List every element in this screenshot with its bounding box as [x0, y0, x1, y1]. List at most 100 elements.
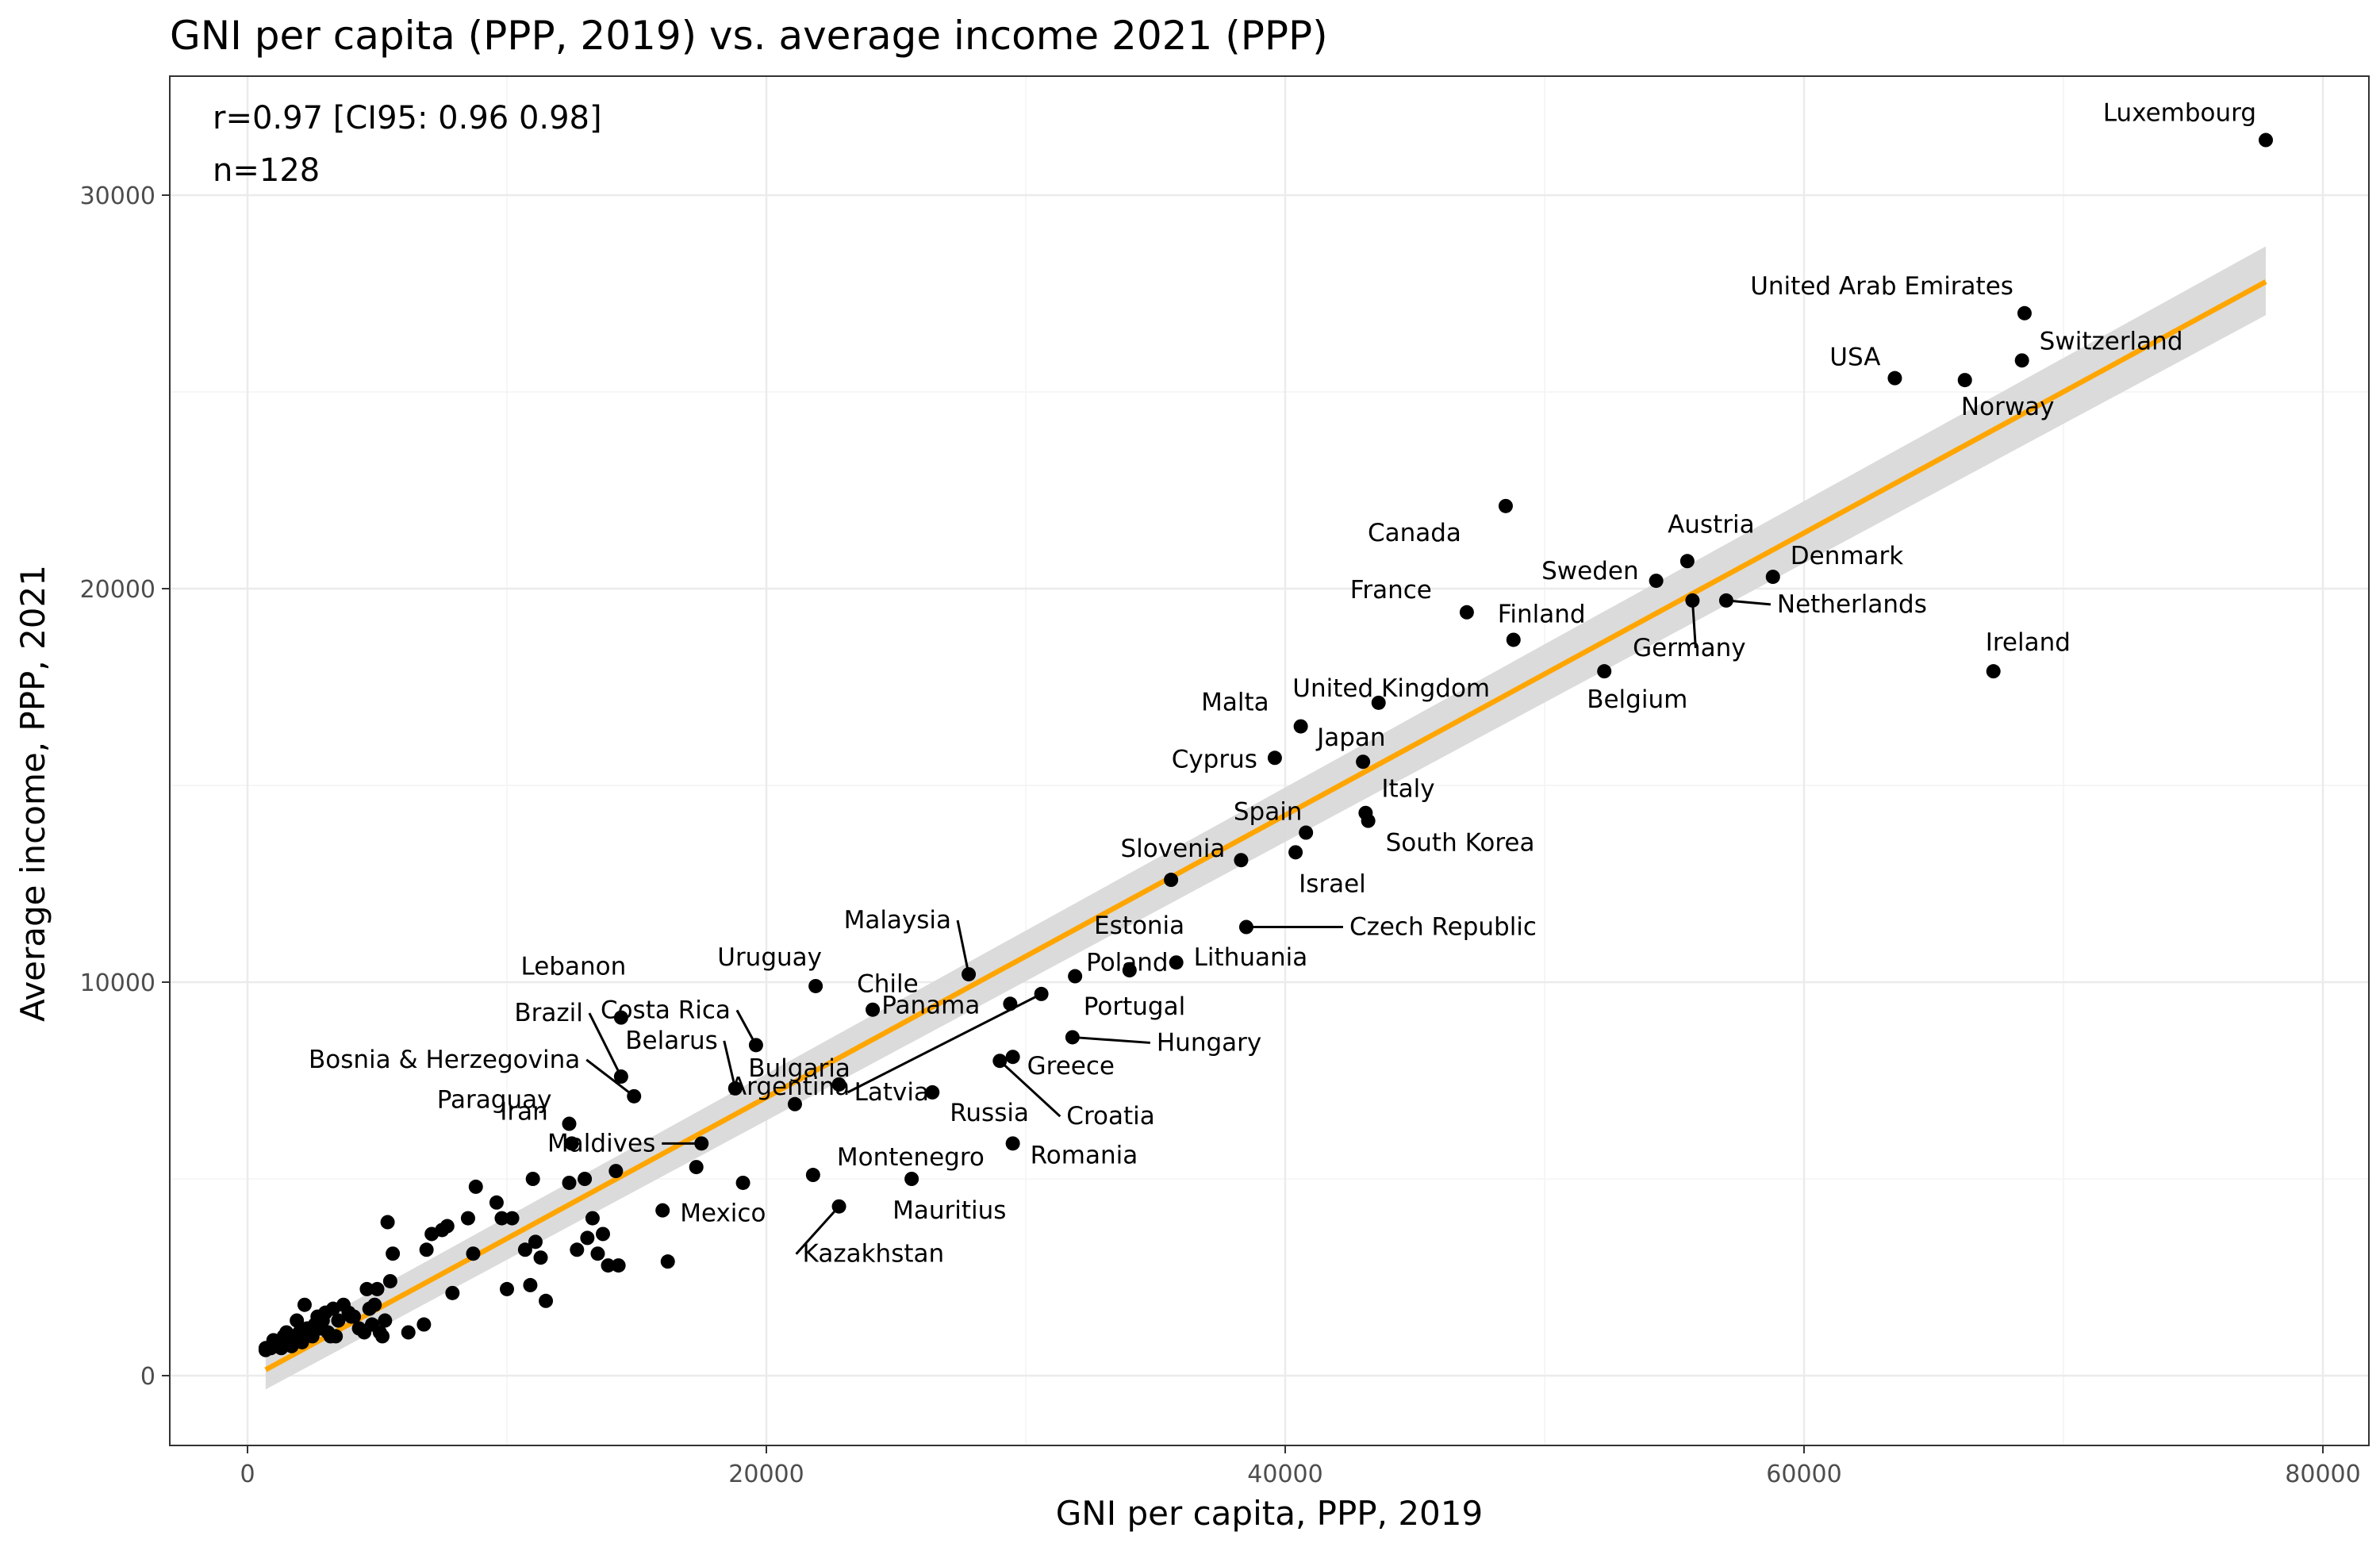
- point-label: Montenegro: [837, 1143, 985, 1172]
- y-axis-title: Average income, PPP, 2021: [13, 565, 52, 1022]
- data-point-finland: [1506, 632, 1521, 647]
- x-tick-label: 60000: [1766, 1461, 1841, 1488]
- point-label: Norway: [1961, 393, 2055, 421]
- point-label: Finland: [1498, 600, 1586, 628]
- data-point: [290, 1313, 305, 1328]
- point-label: Estonia: [1094, 912, 1184, 940]
- point-label: Bosnia & Herzegovina: [309, 1046, 580, 1074]
- data-point: [517, 1242, 532, 1257]
- data-point-russia: [925, 1084, 940, 1100]
- data-point-lebanon: [613, 1010, 628, 1025]
- point-label: Austria: [1668, 510, 1755, 539]
- point-label: Italy: [1381, 775, 1434, 804]
- leader-line: [846, 992, 1042, 1094]
- data-point-chile: [866, 1002, 881, 1017]
- y-tick-label: 20000: [80, 576, 155, 604]
- data-point: [608, 1164, 624, 1179]
- point-label: Czech Republic: [1349, 913, 1537, 942]
- data-point: [310, 1309, 325, 1324]
- data-point-paraguay: [562, 1116, 577, 1131]
- data-point: [601, 1258, 616, 1273]
- point-label: Mauritius: [892, 1196, 1006, 1225]
- point-label: Maldives: [547, 1129, 655, 1157]
- point-label: Japan: [1315, 724, 1385, 752]
- leader-line: [735, 1009, 758, 1046]
- x-axis-title: GNI per capita, PPP, 2019: [1056, 1494, 1483, 1533]
- point-label: Brazil: [514, 999, 583, 1027]
- data-point-austria: [1679, 554, 1695, 569]
- leader-line: [585, 1058, 635, 1098]
- data-point-united-arab-emirates: [2017, 305, 2032, 321]
- y-tick-label: 30000: [80, 182, 155, 210]
- point-label: Romania: [1031, 1141, 1138, 1169]
- leader-line: [795, 1205, 840, 1255]
- point-label: Sweden: [1541, 557, 1639, 585]
- data-point: [378, 1313, 393, 1328]
- data-point-usa: [1887, 370, 1902, 386]
- data-point: [359, 1281, 374, 1296]
- point-label: Poland: [1086, 949, 1169, 977]
- correlation-annotation: r=0.97 [CI95: 0.96 0.98]: [213, 100, 602, 136]
- data-points: [258, 132, 2274, 1357]
- point-label: South Korea: [1386, 829, 1535, 858]
- point-label: Costa Rica: [601, 996, 731, 1024]
- point-label: Chile: [857, 970, 919, 999]
- point-label: Malaysia: [844, 906, 951, 935]
- data-point-sweden: [1649, 574, 1664, 589]
- panel-border: [169, 75, 2370, 1446]
- data-point: [440, 1219, 455, 1234]
- data-point: [528, 1234, 543, 1250]
- axes: 0 20000 40000 60000 80000 0 10000 20000 30000: [80, 75, 2370, 1488]
- data-point: [489, 1195, 504, 1210]
- data-point: [578, 1172, 593, 1186]
- leader-line: [1691, 600, 1697, 648]
- data-point-uruguay: [808, 978, 823, 993]
- point-label: Lebanon: [521, 953, 627, 981]
- point-label: Lithuania: [1194, 943, 1308, 972]
- point-label: Paraguay: [437, 1086, 552, 1115]
- data-point-switzerland: [2014, 353, 2029, 368]
- data-point-iran: [564, 1136, 579, 1151]
- data-point: [525, 1172, 540, 1186]
- data-point-mexico: [655, 1203, 670, 1218]
- x-tick-label: 0: [240, 1461, 255, 1488]
- data-point-slovenia: [1234, 853, 1249, 868]
- leader-line: [999, 1060, 1061, 1118]
- leader-line: [1726, 599, 1772, 606]
- point-label: Russia: [950, 1099, 1029, 1127]
- point-label: Portugal: [1084, 992, 1185, 1021]
- data-point: [297, 1297, 312, 1312]
- data-point: [386, 1246, 401, 1261]
- data-point-malta: [1293, 719, 1308, 734]
- point-label: Mexico: [680, 1200, 766, 1228]
- data-point-poland: [1068, 969, 1083, 984]
- data-point: [494, 1211, 509, 1226]
- data-point: [505, 1211, 520, 1226]
- data-point-bulgaria: [831, 1077, 846, 1092]
- data-point: [585, 1211, 600, 1226]
- data-point: [460, 1211, 475, 1226]
- data-point-belgium: [1597, 664, 1612, 679]
- data-point: [562, 1175, 577, 1190]
- data-point: [660, 1254, 675, 1269]
- data-point-south-korea: [1361, 813, 1376, 828]
- point-label: United Kingdom: [1292, 674, 1490, 703]
- data-point: [445, 1285, 460, 1300]
- point-label: Cyprus: [1172, 745, 1257, 774]
- point-label: Netherlands: [1777, 590, 1927, 619]
- data-point: [380, 1215, 395, 1230]
- point-label: France: [1350, 576, 1432, 605]
- point-label: Hungary: [1157, 1028, 1261, 1057]
- data-point: [416, 1317, 432, 1332]
- point-label: Spain: [1234, 798, 1303, 827]
- data-point: [468, 1179, 483, 1194]
- data-point-denmark: [1765, 570, 1780, 585]
- point-label: Panama: [881, 991, 980, 1019]
- data-point-ireland: [1986, 664, 2001, 679]
- point-label: Belgium: [1587, 685, 1687, 714]
- chart-title: GNI per capita (PPP, 2019) vs. average i…: [170, 13, 1328, 59]
- point-label: Iran: [500, 1097, 548, 1126]
- x-tick-label: 20000: [728, 1461, 804, 1488]
- leader-line: [588, 1012, 623, 1077]
